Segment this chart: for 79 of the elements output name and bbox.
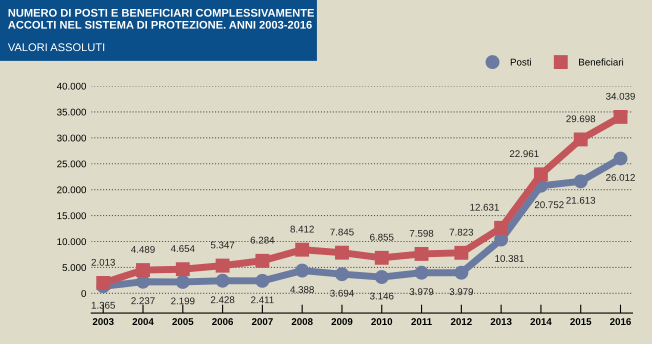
x-tick-label: 2016: [610, 318, 631, 326]
x-tick-label: 2013: [490, 318, 512, 326]
y-tick-label: 35.000: [57, 108, 86, 116]
chart-title: NUMERO DI POSTI E BENEFICIARI COMPLESSIVAMENTE ACCOLTI NEL SISTEMA DI PROTEZIONE. ANNI 2003-2016: [8, 8, 314, 29]
point: [614, 152, 628, 166]
chart-subtitle: VALORI ASSOLUTI: [8, 43, 104, 52]
data-label: 6.284: [250, 236, 274, 244]
point: [574, 174, 588, 188]
x-tick-label: 2008: [292, 318, 313, 326]
data-label: 3.979: [410, 288, 434, 296]
y-tick-label: 5.000: [62, 264, 86, 272]
data-label: 22.961: [510, 150, 539, 158]
data-label: 7.598: [410, 230, 434, 237]
data-label: 2.428: [210, 296, 234, 304]
point: [216, 258, 230, 273]
y-tick-label: 10.000: [57, 238, 86, 246]
data-label: 26.012: [606, 174, 635, 181]
data-label: 3.979: [450, 288, 474, 296]
data-label: 1.365: [92, 302, 115, 309]
x-tick-label: 2007: [252, 318, 273, 326]
data-label: 4.388: [290, 286, 314, 294]
x-tick-label: 2010: [371, 318, 392, 326]
x-tick-label: 2012: [450, 318, 472, 326]
point: [374, 250, 389, 265]
point: [136, 263, 150, 278]
x-tick-label: 2004: [132, 318, 154, 326]
data-label: 10.381: [495, 255, 524, 262]
x-tick-label: 2003: [92, 318, 114, 326]
point: [96, 276, 110, 290]
x-tick-label: 2006: [212, 318, 234, 326]
x-tick-label: 2015: [570, 318, 592, 326]
point: [335, 267, 349, 282]
data-label: 21.613: [566, 196, 596, 204]
data-label: 8.412: [290, 226, 314, 233]
point: [176, 275, 190, 289]
data-label: 34.039: [606, 92, 635, 100]
point: [414, 247, 428, 261]
data-label: 7.823: [450, 228, 474, 236]
point: [414, 266, 428, 280]
data-label: 2.237: [131, 297, 155, 304]
data-label: 20.752: [534, 201, 564, 208]
y-tick-label: 20.000: [57, 186, 86, 194]
point: [614, 110, 628, 124]
point: [295, 242, 310, 257]
y-tick-label: 40.000: [56, 82, 86, 90]
point: [574, 132, 588, 146]
data-label: 6.855: [370, 234, 394, 241]
x-tick-label: 2005: [172, 318, 194, 326]
point: [255, 274, 270, 288]
data-label: 2.411: [251, 296, 274, 304]
point: [454, 246, 468, 260]
point: [534, 167, 548, 182]
data-label: 2.199: [171, 297, 195, 304]
data-label: 4.654: [170, 245, 195, 252]
point: [176, 262, 190, 276]
point: [335, 246, 349, 260]
data-label: 29.698: [566, 115, 596, 122]
data-label: 12.631: [470, 204, 499, 211]
x-tick-label: 2011: [411, 318, 432, 326]
point: [494, 220, 508, 235]
point: [374, 270, 389, 284]
data-label: 2.013: [92, 258, 115, 266]
point: [216, 274, 230, 288]
data-label: 5.347: [210, 242, 234, 248]
point: [255, 254, 270, 268]
y-tick-label: 25.000: [57, 160, 86, 168]
data-label: 3.694: [330, 290, 354, 297]
x-tick-label: 2009: [331, 318, 352, 326]
y-tick-label: 15.000: [57, 212, 86, 220]
legend-label: Posti: [510, 58, 531, 66]
point: [295, 264, 310, 278]
data-label: 7.845: [330, 228, 354, 236]
data-label: 3.146: [370, 292, 394, 300]
legend-label: Beneficiari: [579, 58, 624, 66]
x-tick-label: 2014: [530, 318, 552, 326]
point: [454, 266, 468, 280]
y-tick-label: 0: [81, 290, 86, 297]
y-tick-label: 30.000: [57, 134, 86, 142]
data-label: 4.489: [131, 246, 155, 253]
